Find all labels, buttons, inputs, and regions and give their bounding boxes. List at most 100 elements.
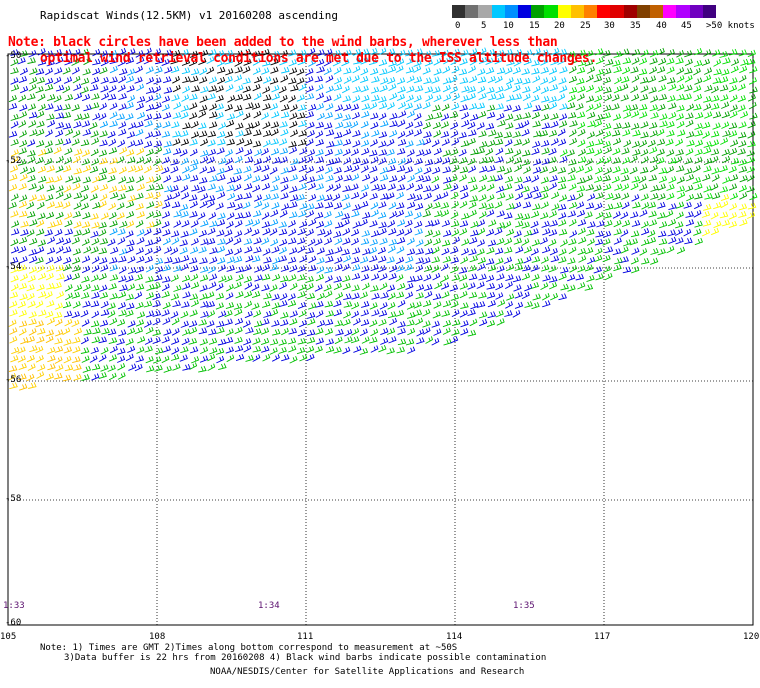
wind-barb xyxy=(253,310,262,318)
wind-barb xyxy=(180,130,189,138)
wind-barb xyxy=(343,165,353,173)
wind-barb xyxy=(395,65,404,73)
wind-barb xyxy=(523,166,531,174)
wind-barb xyxy=(478,194,487,202)
wind-barb xyxy=(154,165,164,173)
wind-barb xyxy=(108,354,117,362)
colorbar-swatch xyxy=(570,5,585,18)
wind-barb xyxy=(333,282,342,291)
wind-barb xyxy=(252,345,262,353)
wind-barb xyxy=(190,131,200,139)
wind-barb xyxy=(72,346,81,354)
wind-barb xyxy=(630,182,639,191)
wind-barb xyxy=(89,355,98,363)
wind-barb xyxy=(378,112,387,121)
wind-barb xyxy=(568,218,577,227)
wind-barb xyxy=(279,94,288,103)
wind-barb xyxy=(54,318,63,327)
wind-barb xyxy=(361,282,370,291)
wind-barb xyxy=(8,201,17,209)
wind-barb xyxy=(540,66,550,74)
wind-barb xyxy=(407,174,415,183)
wind-barb xyxy=(180,210,189,218)
wind-barb xyxy=(92,202,101,210)
wind-barb xyxy=(324,111,334,119)
wind-barb xyxy=(595,138,604,146)
wind-barb xyxy=(108,167,117,175)
wind-barb xyxy=(494,56,503,65)
wind-barb xyxy=(702,131,710,139)
wind-barb xyxy=(343,76,352,84)
wind-barb xyxy=(353,57,362,65)
wind-barb xyxy=(261,300,271,308)
wind-barb xyxy=(153,48,162,56)
wind-barb xyxy=(235,84,244,92)
wind-barb xyxy=(108,202,117,211)
wind-barb xyxy=(396,246,405,254)
wind-barb xyxy=(162,345,171,353)
wind-barb xyxy=(722,130,731,137)
wind-barb xyxy=(233,104,243,112)
wind-barb xyxy=(721,219,731,227)
wind-barb xyxy=(163,365,172,373)
wind-barb xyxy=(369,336,378,344)
wind-barb xyxy=(89,122,98,130)
wind-barb xyxy=(28,194,38,202)
wind-barb xyxy=(595,68,604,76)
wind-barb xyxy=(413,129,422,137)
wind-barb xyxy=(316,320,326,328)
wind-barb xyxy=(234,220,243,228)
wind-barb xyxy=(476,147,486,155)
wind-barb xyxy=(82,283,91,292)
wind-barb xyxy=(559,103,568,111)
wind-barb xyxy=(289,146,298,155)
wind-barb xyxy=(470,221,479,229)
wind-barb xyxy=(352,221,361,229)
wind-barb xyxy=(686,139,695,147)
wind-barb xyxy=(451,309,460,318)
wind-barb xyxy=(62,237,72,245)
wind-barb xyxy=(461,85,470,93)
wind-barb xyxy=(414,183,424,192)
wind-barb xyxy=(710,130,720,138)
wind-barb xyxy=(371,129,380,137)
wind-barb xyxy=(118,266,127,274)
wind-barb xyxy=(675,201,685,209)
wind-barb xyxy=(423,264,433,272)
lon-label-111: 111 xyxy=(297,632,314,642)
wind-barb xyxy=(704,84,713,92)
wind-barb xyxy=(379,237,388,245)
wind-barb xyxy=(91,265,100,273)
wind-barb xyxy=(253,320,263,328)
wind-barb xyxy=(289,264,298,273)
wind-barb xyxy=(468,291,478,299)
wind-barb xyxy=(335,210,344,219)
wind-barb xyxy=(441,49,450,58)
wind-barb xyxy=(398,110,407,118)
wind-barb xyxy=(459,157,468,165)
wind-barb xyxy=(208,76,217,84)
wind-barb xyxy=(73,229,82,237)
wind-barb xyxy=(233,175,242,183)
wind-barb xyxy=(576,185,586,193)
wind-barb xyxy=(738,203,748,211)
wind-barb xyxy=(566,149,575,157)
wind-barb xyxy=(478,56,488,65)
wind-barb xyxy=(280,184,289,192)
wind-barb xyxy=(585,104,594,112)
colorbar-label: 40 xyxy=(656,21,667,31)
wind-barb xyxy=(343,49,352,57)
wind-barb xyxy=(522,264,531,272)
wind-barb xyxy=(117,291,127,299)
wind-barb xyxy=(639,93,649,101)
wind-barb xyxy=(515,192,524,201)
wind-barb xyxy=(9,300,18,309)
wind-barb xyxy=(47,94,56,102)
wind-barb xyxy=(244,282,253,290)
wind-barb xyxy=(378,221,387,229)
wind-barb xyxy=(405,49,414,57)
wind-barb xyxy=(351,247,361,255)
wind-barb xyxy=(245,156,254,164)
wind-barb xyxy=(99,193,108,202)
wind-barb xyxy=(27,93,36,101)
